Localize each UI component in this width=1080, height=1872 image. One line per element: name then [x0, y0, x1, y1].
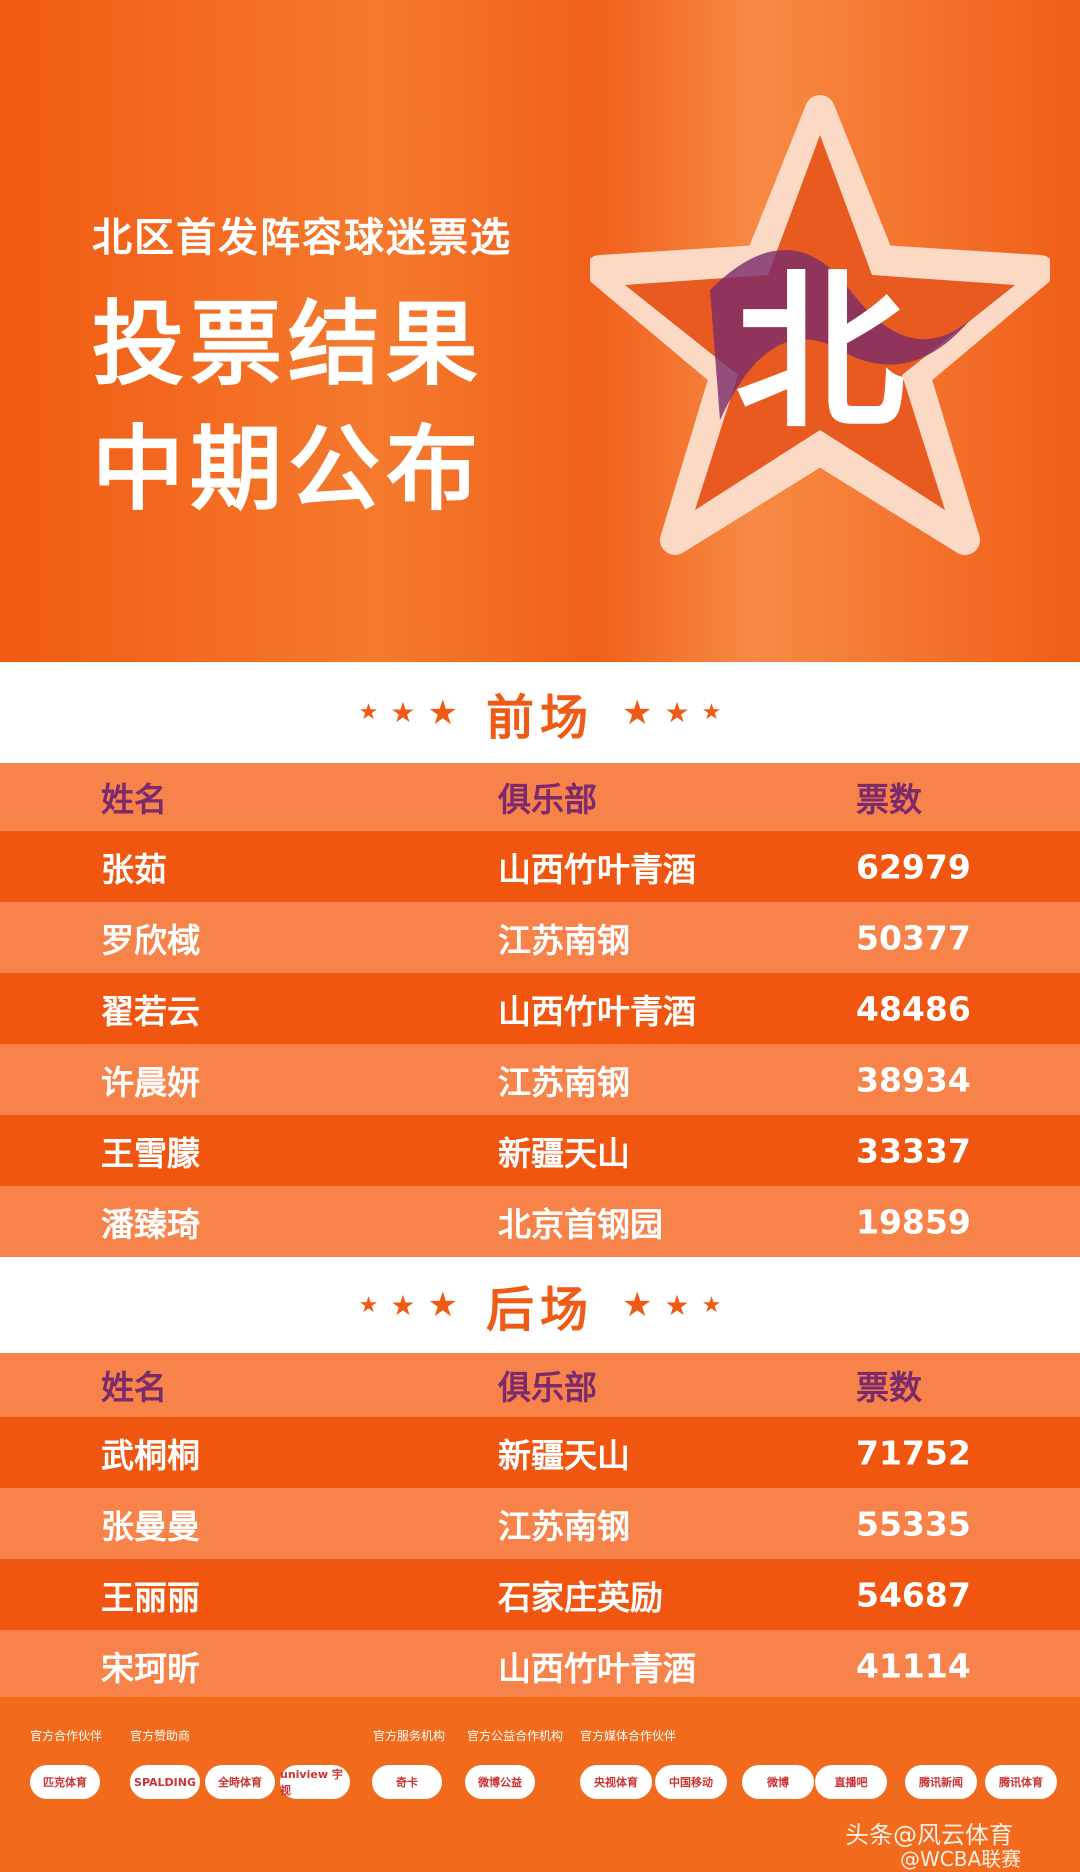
partner-label: 官方赞助商 [130, 1729, 191, 1743]
club: 新疆天山 [498, 1435, 630, 1475]
header-row: 姓名 俱乐部 票数 [0, 1353, 1080, 1417]
table-row: 王丽丽 石家庄英励 54687 [0, 1559, 1080, 1630]
club: 江苏南钢 [498, 920, 630, 960]
column-header: 姓名 [101, 780, 167, 819]
section-band: ★ ★ ★ 后场 ★ ★ ★ [0, 1257, 1080, 1353]
player-name: 许晨妍 [101, 1062, 200, 1102]
subtitle: 北区首发阵容球迷票选 [92, 215, 512, 261]
star-deco: ★ [390, 696, 416, 729]
table-row: 张茹 山西竹叶青酒 62979 [0, 831, 1080, 902]
sponsor-logo: uniview 宇视 [280, 1765, 350, 1799]
star-char: 北 [735, 254, 905, 452]
player-name: 王雪朦 [101, 1133, 200, 1173]
player-name: 宋珂昕 [101, 1648, 200, 1688]
player-name: 王丽丽 [101, 1577, 200, 1617]
club: 山西竹叶青酒 [498, 991, 696, 1031]
player-name: 潘臻琦 [101, 1204, 200, 1244]
sponsor-logo: 中国移动 [655, 1765, 727, 1799]
watermark: 头条@风云体育 [845, 1821, 1013, 1849]
section-title: 前场 [485, 689, 594, 746]
star-deco: ★ [390, 1288, 416, 1322]
section-title: 后场 [485, 1282, 594, 1338]
star-deco: ★ [622, 1285, 653, 1325]
star-deco: ★ [358, 700, 379, 725]
club: 新疆天山 [498, 1133, 630, 1173]
player-name: 罗欣棫 [101, 920, 200, 960]
table-row: 罗欣棫 江苏南钢 50377 [0, 902, 1080, 973]
player-name: 张茹 [101, 849, 167, 889]
partner-label: 官方媒体合作伙伴 [580, 1729, 677, 1743]
hero: 北区首发阵容球迷票选 投票结果 中期公布 北 [0, 0, 1080, 662]
star-deco: ★ [664, 696, 690, 729]
votes: 48486 [856, 989, 971, 1028]
footer: 官方合作伙伴 官方赞助商 官方服务机构 官方公益合作机构 官方媒体合作伙伴匹克体育 SPA… [0, 1697, 1080, 1871]
column-header: 姓名 [101, 1368, 167, 1407]
club: 北京首钢园 [498, 1204, 663, 1244]
partner-label: 官方服务机构 [373, 1729, 446, 1743]
star-deco: ★ [664, 1288, 690, 1322]
table-row: 潘臻琦 北京首钢园 19859 [0, 1186, 1080, 1257]
star-deco: ★ [622, 692, 653, 733]
sponsor-logo: SPALDING [130, 1765, 200, 1799]
sponsor-logo: 腾讯新闻 [905, 1765, 977, 1799]
player-name: 武桐桐 [101, 1435, 200, 1475]
votes: 54687 [856, 1575, 971, 1614]
star-deco: ★ [701, 1292, 722, 1318]
section-band: ★ ★ ★ 前场 ★ ★ ★ [0, 662, 1080, 763]
star-deco: ★ [427, 692, 458, 733]
votes: 55335 [856, 1504, 971, 1543]
sponsor-logo: 微博公益 [465, 1765, 535, 1799]
sponsor-logo: 微博 [742, 1765, 814, 1799]
column-header: 票数 [856, 780, 922, 819]
header-row: 姓名 俱乐部 票数 [0, 763, 1080, 831]
votes: 62979 [856, 847, 971, 886]
votes: 19859 [856, 1202, 971, 1241]
player-name: 翟若云 [101, 991, 200, 1031]
table-row: 王雪朦 新疆天山 33337 [0, 1115, 1080, 1186]
club: 石家庄英励 [498, 1577, 663, 1617]
star-deco: ★ [427, 1285, 458, 1325]
star-emblem: 北 [590, 95, 1050, 555]
club: 江苏南钢 [498, 1062, 630, 1102]
partner-label: 官方公益合作机构 [467, 1729, 564, 1743]
sponsor-logo: 央视体育 [580, 1765, 652, 1799]
column-header: 俱乐部 [498, 780, 597, 819]
watermark: @WCBA联赛 [900, 1847, 1022, 1871]
votes: 41114 [856, 1646, 971, 1685]
votes: 33337 [856, 1131, 971, 1170]
sponsor-logo: 奇卡 [372, 1765, 442, 1799]
table-row: 张曼曼 江苏南钢 55335 [0, 1488, 1080, 1559]
club: 山西竹叶青酒 [498, 849, 696, 889]
column-header: 俱乐部 [498, 1368, 597, 1407]
column-header: 票数 [856, 1368, 922, 1407]
star-deco: ★ [358, 1292, 379, 1318]
sponsor-logo: 腾讯体育 [985, 1765, 1057, 1799]
club: 江苏南钢 [498, 1506, 630, 1546]
title-line: 投票结果 [92, 291, 485, 398]
table-row: 武桐桐 新疆天山 71752 [0, 1417, 1080, 1488]
table-row: 许晨妍 江苏南钢 38934 [0, 1044, 1080, 1115]
star-deco: ★ [701, 700, 722, 725]
table-row: 翟若云 山西竹叶青酒 48486 [0, 973, 1080, 1044]
table-row: 宋珂昕 山西竹叶青酒 41114 [0, 1630, 1080, 1701]
player-name: 张曼曼 [101, 1506, 200, 1546]
sponsor-logo: 直播吧 [815, 1765, 887, 1799]
sponsor-logo: 全時体育 [205, 1765, 275, 1799]
title-line: 中期公布 [92, 416, 485, 523]
votes: 71752 [856, 1433, 971, 1472]
club: 山西竹叶青酒 [498, 1648, 696, 1688]
partner-label: 官方合作伙伴 [30, 1729, 103, 1743]
votes: 38934 [856, 1060, 971, 1099]
votes: 50377 [856, 918, 971, 957]
sponsor-logo: 匹克体育 [30, 1765, 100, 1799]
